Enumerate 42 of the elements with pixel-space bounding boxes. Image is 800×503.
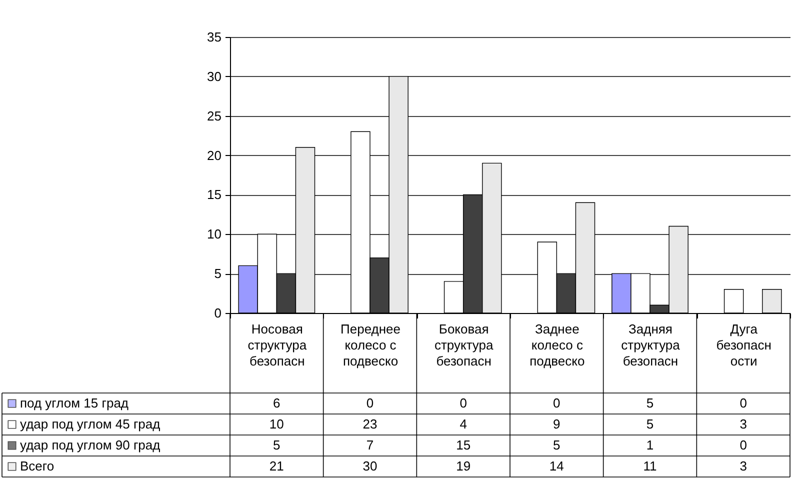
data-label: 6	[273, 396, 280, 410]
y-tick-label: 5	[214, 266, 222, 282]
x-tick-label: Боковая структура безопасн	[434, 322, 494, 368]
x-tick-label: Переднее колесо с подвеско	[340, 322, 400, 368]
x-tick-label: Носовая структура безопасн	[248, 322, 308, 368]
data-label: 11	[643, 458, 657, 474]
legend-label: под углом 15 град	[20, 396, 129, 410]
data-label: 1	[646, 438, 654, 452]
data-label: 5	[273, 438, 280, 452]
data-label: 5	[646, 416, 654, 432]
y-tick-label: 10	[207, 226, 222, 242]
legend-label: удар под углом 90 град	[20, 438, 161, 452]
data-label: 5	[646, 396, 654, 410]
data-label: 30	[362, 458, 378, 474]
x-tick-label: Задняя структура безопасн	[621, 322, 681, 368]
y-tick-label: 30	[207, 68, 222, 84]
data-label: 14	[549, 458, 564, 474]
x-tick-label: Заднее колесо с подвеско	[530, 322, 585, 368]
data-label: 7	[366, 438, 374, 452]
data-label: 0	[366, 396, 374, 410]
data-label: 3	[740, 458, 747, 474]
y-tick-label: 15	[207, 187, 222, 202]
data-label: 0	[740, 438, 747, 452]
data-label: 5	[553, 438, 560, 452]
data-label: 0	[740, 396, 747, 410]
data-label: 19	[456, 458, 471, 474]
data-label: 4	[460, 416, 467, 432]
data-label: 10	[269, 416, 284, 432]
data-label: 15	[456, 438, 471, 452]
y-tick-label: 25	[207, 108, 222, 124]
data-label: 9	[553, 416, 560, 432]
y-tick-label: 20	[207, 148, 222, 163]
legend-label: Всего	[20, 458, 54, 474]
data-label: 21	[269, 458, 284, 474]
y-tick-label: 35	[207, 30, 222, 44]
data-label: 3	[740, 416, 747, 432]
x-tick-label: Дуга безопасн ости	[716, 322, 772, 368]
y-tick-label: 0	[214, 306, 222, 320]
data-label: 0	[553, 396, 560, 410]
legend-label: удар под углом 45 град	[20, 416, 161, 432]
data-label: 0	[460, 396, 467, 410]
data-label: 23	[362, 416, 378, 432]
